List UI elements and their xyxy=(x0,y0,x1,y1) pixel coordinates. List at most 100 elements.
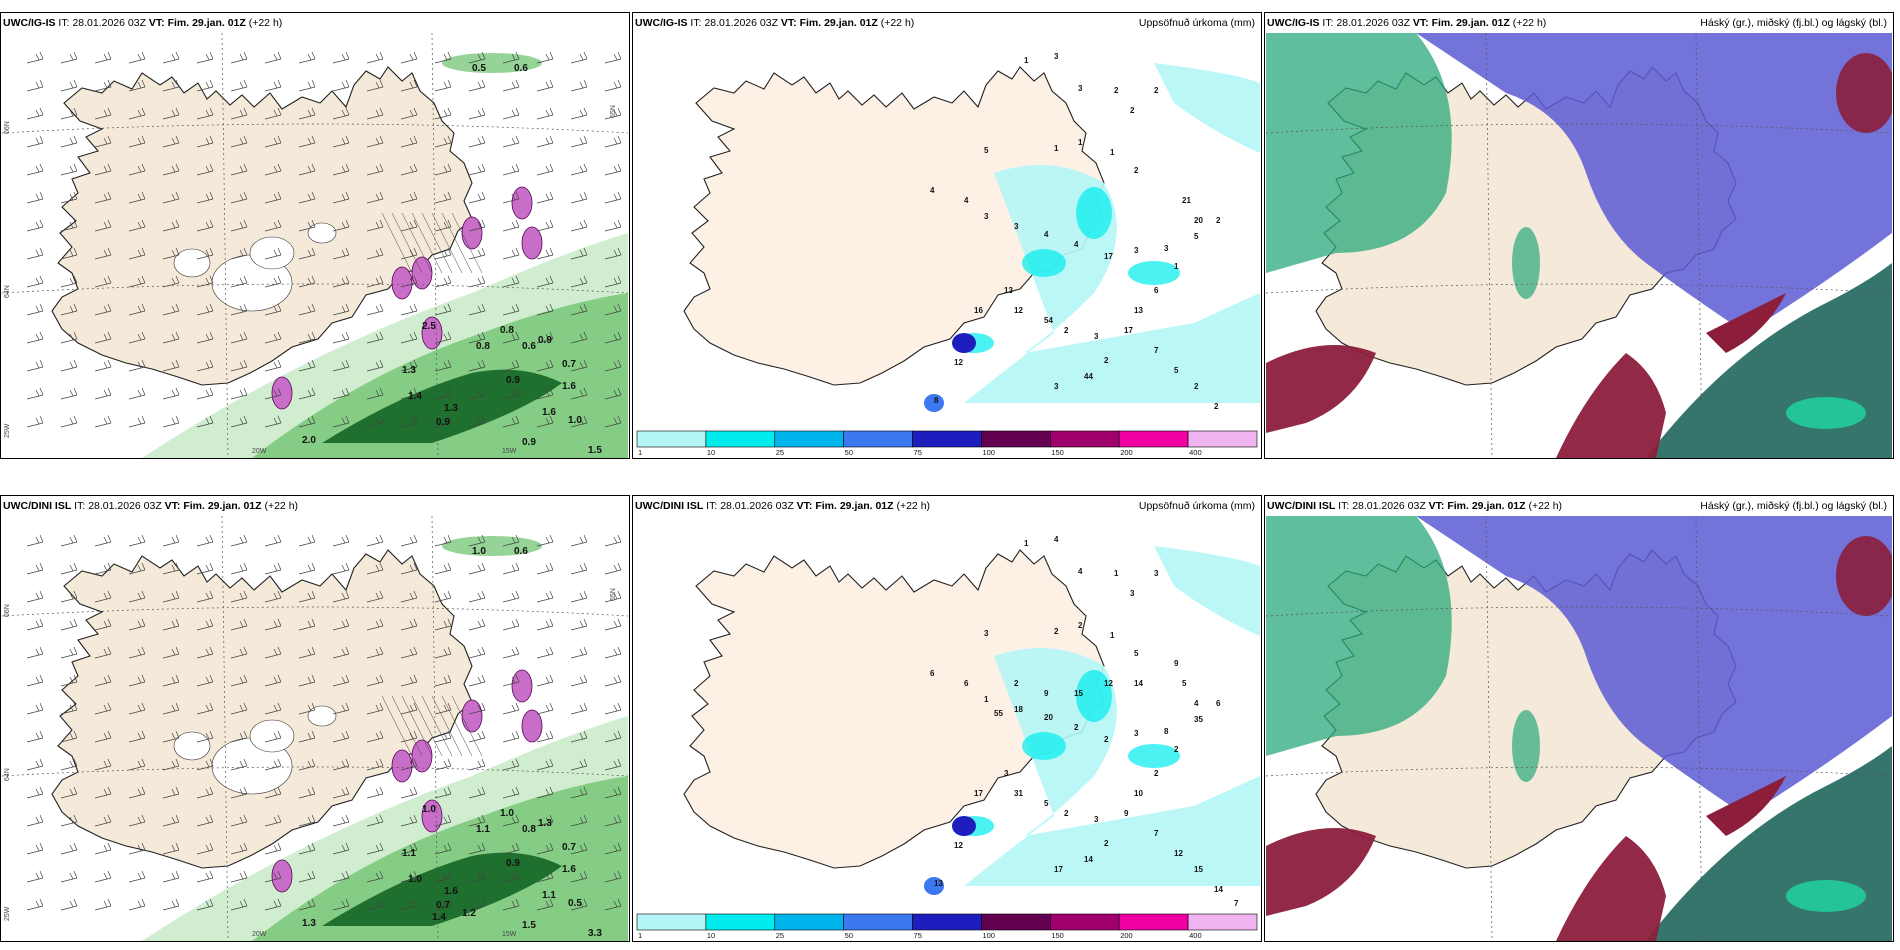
wind-barb xyxy=(94,303,112,316)
wind-barb xyxy=(332,303,350,316)
wind-barb xyxy=(332,702,350,715)
wind-barb xyxy=(162,107,180,120)
precip-value: 21 xyxy=(1182,196,1191,205)
value-label: 1.6 xyxy=(444,886,458,897)
wind-barb xyxy=(196,786,214,799)
wind-barb xyxy=(162,786,180,799)
wind-barb xyxy=(264,898,282,911)
snow-area xyxy=(521,709,543,743)
wind-barb xyxy=(60,562,78,575)
wind-barb xyxy=(434,331,452,344)
hatch-line xyxy=(401,212,433,274)
grid-label: 66N xyxy=(4,604,11,617)
precip-value: 54 xyxy=(1044,316,1053,325)
wind-barb xyxy=(230,219,248,232)
wind-barb xyxy=(162,79,180,92)
wind-barb xyxy=(468,275,486,288)
precip-value: 2 xyxy=(1214,402,1219,411)
precip-value: 6 xyxy=(964,679,969,688)
value-label: 0.9 xyxy=(538,335,552,346)
precip-area-heavy xyxy=(952,816,976,836)
wind-barb xyxy=(536,163,554,176)
grid-label: 66N xyxy=(4,121,11,134)
value-label: 2.0 xyxy=(302,435,316,446)
precip-value: 1 xyxy=(1114,569,1119,578)
wind-barb xyxy=(604,674,622,687)
wind-barb xyxy=(128,107,146,120)
precip-value: 35 xyxy=(1194,715,1203,724)
wind-barb xyxy=(502,870,520,883)
wind-barb xyxy=(536,786,554,799)
wind-barb xyxy=(570,898,588,911)
precip-value: 1 xyxy=(1174,262,1179,271)
wind-barb xyxy=(536,702,554,715)
wind-barb xyxy=(502,842,520,855)
wind-barb xyxy=(128,275,146,288)
wind-barb xyxy=(60,590,78,603)
wind-barb xyxy=(536,219,554,232)
precip-value: 1 xyxy=(1078,138,1083,147)
precip-area-north xyxy=(1154,63,1260,153)
low-cloud-area xyxy=(1706,776,1786,836)
precip-area-north xyxy=(1154,546,1260,636)
wind-barb xyxy=(94,331,112,344)
wind-barb xyxy=(366,870,384,883)
wind-barb xyxy=(468,107,486,120)
wind-barb xyxy=(60,219,78,232)
value-label: 0.8 xyxy=(522,824,536,835)
wind-barb xyxy=(332,786,350,799)
wind-barb xyxy=(366,562,384,575)
wind-barb xyxy=(536,415,554,428)
it-label: IT: xyxy=(706,500,718,512)
wind-barb xyxy=(502,730,520,743)
graticule xyxy=(2,516,628,941)
wind-barb xyxy=(298,646,316,659)
wind-barb xyxy=(298,387,316,400)
wind-barb xyxy=(536,79,554,92)
rain-area-north xyxy=(442,536,542,556)
wind-barb xyxy=(26,359,44,372)
wind-barb xyxy=(196,163,214,176)
precip-value: 5 xyxy=(984,146,989,155)
high-cloud-area xyxy=(1512,227,1540,299)
wind-barb xyxy=(604,646,622,659)
precip-value: 17 xyxy=(974,789,983,798)
wind-barb xyxy=(332,730,350,743)
wind-barb xyxy=(502,898,520,911)
wind-barb xyxy=(26,107,44,120)
wind-barb xyxy=(264,135,282,148)
wind-barb xyxy=(264,107,282,120)
grid-label: 20W xyxy=(252,931,267,938)
legend-tick: 1 xyxy=(638,448,642,457)
wind-barb xyxy=(26,191,44,204)
hatch-line xyxy=(411,212,443,274)
wind-barb xyxy=(264,163,282,176)
wind-barb xyxy=(230,702,248,715)
wind-barb xyxy=(502,275,520,288)
wind-barb xyxy=(128,702,146,715)
wind-barb xyxy=(604,870,622,883)
legend-swatch xyxy=(1187,913,1258,931)
wind-barb xyxy=(332,842,350,855)
precip-value: 9 xyxy=(1174,659,1179,668)
wind-barb xyxy=(60,618,78,631)
wind-barb xyxy=(230,387,248,400)
precip-value: 16 xyxy=(974,306,983,315)
precip-value: 31 xyxy=(1014,789,1023,798)
hatch-line xyxy=(391,695,423,757)
low-cloud-area xyxy=(1556,836,1666,941)
value-label: 1.4 xyxy=(432,912,446,923)
value-label: 0.9 xyxy=(506,858,520,869)
snow-area xyxy=(271,859,293,893)
wind-barb xyxy=(604,415,622,428)
value-label: 0.9 xyxy=(522,437,536,448)
wind-barb xyxy=(60,359,78,372)
low-cloud-area xyxy=(1836,536,1892,616)
wind-barb xyxy=(26,814,44,827)
low-cloud-area xyxy=(1706,293,1786,353)
wind-barb xyxy=(196,331,214,344)
wind-barb xyxy=(196,562,214,575)
precip-value: 3 xyxy=(1164,244,1169,253)
wind-barb xyxy=(60,79,78,92)
wind-barb xyxy=(400,191,418,204)
